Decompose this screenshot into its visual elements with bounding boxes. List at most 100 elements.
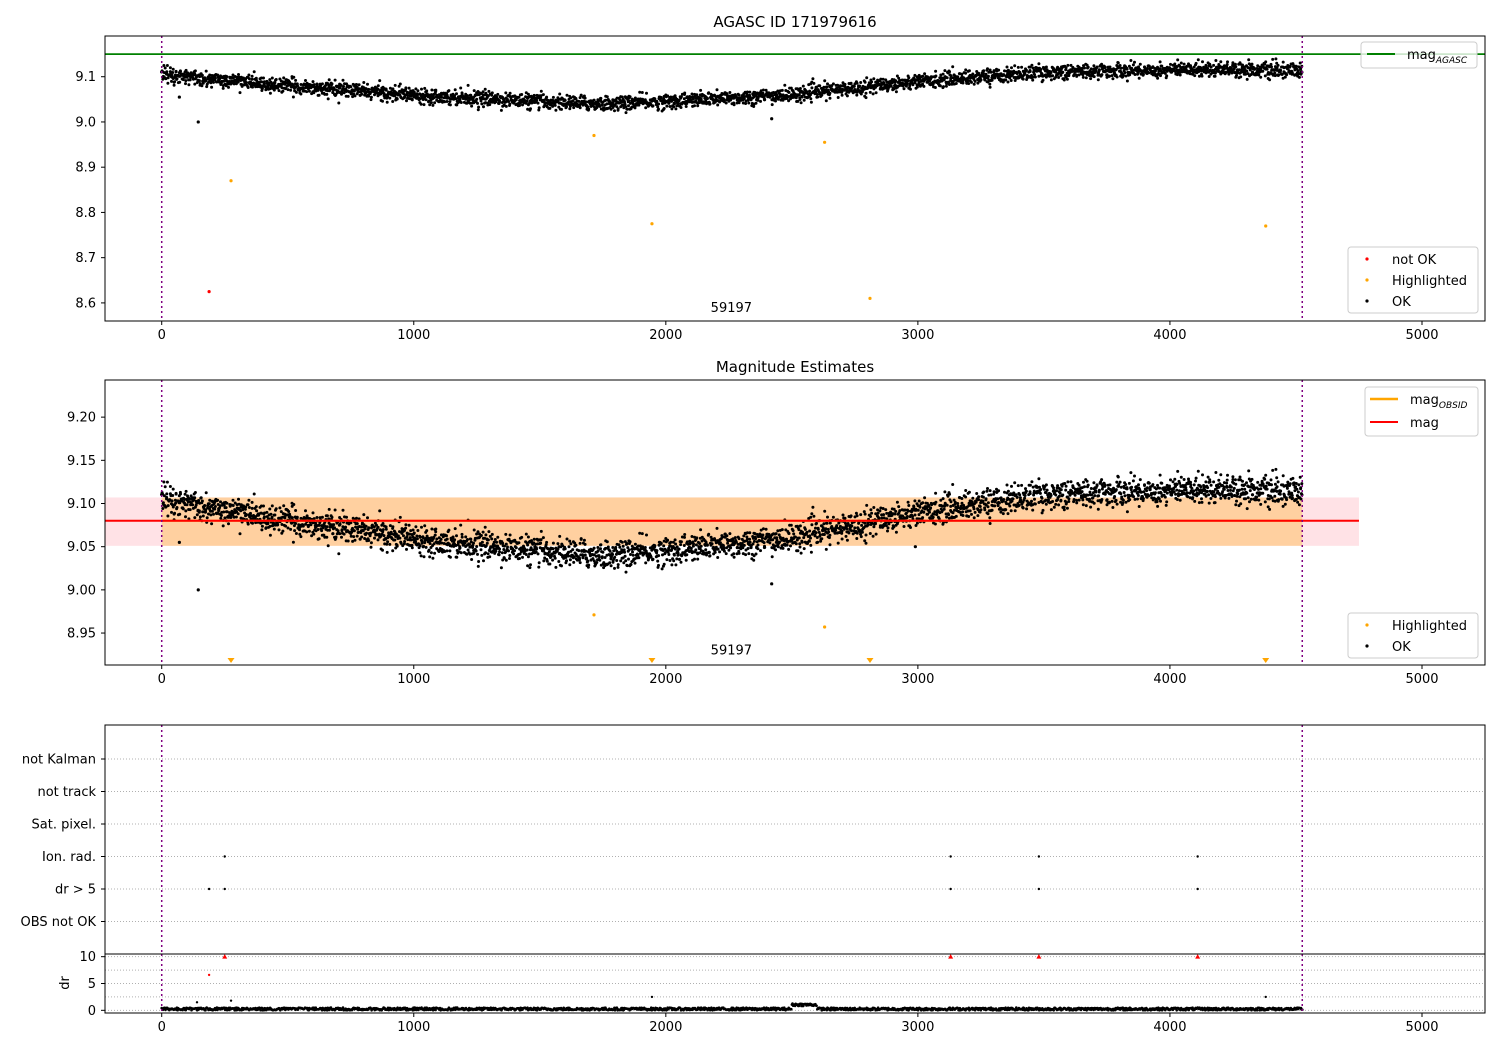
ok-point (708, 102, 712, 106)
x-tick-label: 4000 (1153, 328, 1186, 343)
ok-point (521, 103, 524, 107)
ok-point (281, 89, 285, 93)
ok-point (814, 90, 818, 94)
panel-title: Magnitude Estimates (716, 358, 874, 376)
ok-point (294, 532, 298, 535)
ok-point (293, 529, 297, 533)
ok-point (1229, 66, 1233, 70)
ok-point (365, 531, 368, 535)
ok-point (312, 532, 316, 536)
ok-point (707, 532, 711, 536)
ok-point (304, 509, 307, 513)
ok-point (705, 96, 709, 100)
ok-point (219, 516, 223, 520)
ok-point (979, 78, 983, 82)
ok-point (1119, 66, 1123, 70)
ok-point (388, 542, 392, 546)
ok-point (1133, 60, 1136, 64)
ok-point (578, 541, 582, 545)
ok-point (984, 72, 988, 76)
ok-point (571, 99, 575, 103)
ok-point (774, 99, 777, 103)
ok-point (668, 559, 672, 562)
ok-point (266, 522, 270, 526)
ok-point (232, 82, 236, 86)
ok-point (1030, 63, 1034, 67)
ok-point (391, 87, 395, 91)
ok-point (669, 95, 673, 99)
ok-point (395, 97, 399, 101)
ok-point (1197, 74, 1201, 78)
ok-point (601, 550, 605, 554)
ok-point (693, 104, 696, 108)
ok-point (1009, 79, 1013, 82)
ok-point (596, 546, 600, 549)
ok-point (168, 66, 172, 70)
ok-point (445, 549, 449, 553)
ok-point (1176, 58, 1180, 62)
ok-point (780, 88, 784, 92)
ok-point (1096, 78, 1100, 82)
ok-point (1006, 80, 1010, 84)
ok-point (495, 540, 499, 544)
ok-point (747, 552, 751, 556)
ok-point (1165, 74, 1169, 78)
ok-point (675, 557, 679, 561)
ok-point (294, 90, 298, 94)
ok-point (504, 532, 508, 536)
ok-point (430, 527, 434, 531)
ok-point (1065, 74, 1068, 78)
ok-point (482, 559, 485, 563)
ok-point (277, 528, 281, 532)
ok-point (518, 104, 521, 107)
legend-top: magAGASC (1360, 41, 1478, 69)
ok-point (488, 103, 492, 107)
ok-point (637, 556, 641, 560)
ok-point (287, 510, 291, 513)
ok-point (168, 485, 172, 488)
ok-point (930, 75, 934, 79)
ok-point (609, 107, 613, 111)
ok-point (508, 554, 512, 557)
ok-point (460, 532, 464, 536)
ok-point (620, 540, 624, 544)
ok-point (294, 522, 298, 525)
ok-point (592, 98, 596, 102)
ok-point (346, 94, 350, 98)
ok-point (359, 525, 363, 529)
ok-point (967, 69, 971, 73)
ok-point (342, 85, 345, 88)
ok-point (414, 525, 418, 529)
ok-point (517, 95, 521, 99)
ok-point (173, 511, 177, 515)
ok-point (627, 548, 631, 552)
ok-point (716, 103, 720, 107)
ok-point (1075, 74, 1079, 78)
ok-point (669, 540, 673, 544)
y-tick-label: 8.6 (75, 296, 96, 311)
ok-point (1004, 78, 1008, 82)
ok-point (448, 103, 452, 107)
ok-point (640, 532, 644, 536)
ok-point (458, 546, 462, 550)
ok-point (539, 89, 543, 93)
ok-point (822, 85, 826, 89)
ok-point (200, 499, 204, 503)
not-ok-point (207, 289, 211, 294)
ok-point (210, 509, 214, 513)
ok-point (1138, 62, 1142, 66)
ok-point (474, 549, 478, 553)
ok-point (213, 76, 217, 80)
ok-point (445, 537, 449, 541)
ok-point (551, 541, 555, 545)
ok-point (629, 553, 632, 556)
ok-point (166, 76, 170, 80)
ok-point (184, 515, 187, 519)
ok-point (1013, 64, 1017, 68)
ok-point (699, 88, 703, 92)
ok-point (1273, 71, 1277, 75)
ok-point (367, 526, 371, 530)
ok-point (644, 106, 648, 110)
ok-point (464, 535, 468, 539)
ok-point (741, 101, 745, 105)
